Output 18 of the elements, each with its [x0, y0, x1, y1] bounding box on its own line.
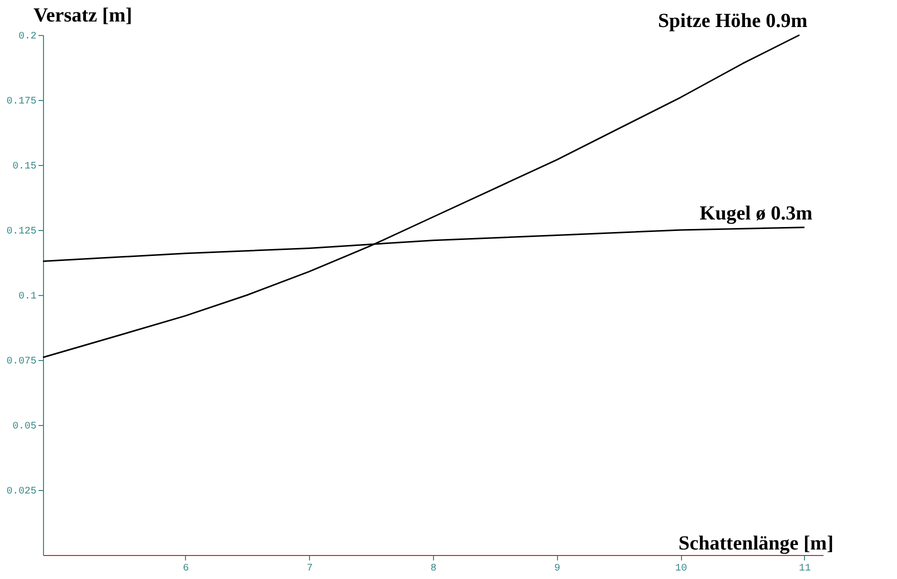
y-tick-label: 0.125 [6, 226, 36, 238]
x-tick-label: 7 [306, 564, 313, 574]
series-label: Kugel ø 0.3m [700, 202, 813, 224]
x-tick-label: 8 [430, 564, 437, 574]
series-label: Spitze Höhe 0.9m [658, 10, 808, 32]
y-tick-label: 0.175 [6, 96, 36, 108]
x-tick-label: 11 [798, 564, 811, 574]
y-axis-title: Versatz [m] [34, 4, 132, 26]
y-tick-label: 0.05 [12, 422, 36, 432]
y-tick-label: 0.075 [6, 356, 36, 368]
y-tick-label: 0.2 [18, 32, 36, 42]
y-tick-label: 0.1 [18, 292, 36, 302]
x-axis-title: Schattenlänge [m] [678, 532, 834, 554]
y-tick-label: 0.025 [6, 486, 36, 498]
x-tick-label: 6 [182, 564, 189, 574]
y-tick-label: 0.15 [12, 162, 36, 172]
x-tick-label: 9 [554, 564, 560, 574]
x-tick-label: 10 [675, 564, 688, 574]
